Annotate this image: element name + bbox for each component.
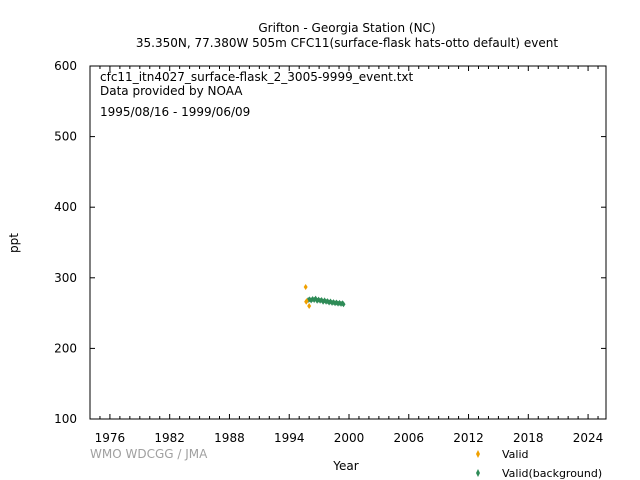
x-tick-label: 2012 (453, 431, 484, 445)
x-tick-label: 2024 (573, 431, 604, 445)
point-valid (303, 283, 308, 290)
y-tick-label: 100 (54, 412, 77, 426)
annotation-date-range: 1995/08/16 - 1999/06/09 (100, 105, 250, 119)
y-axis: 100 200 300 400 500 600 (54, 59, 606, 426)
x-tick-label: 1994 (274, 431, 305, 445)
point-valid-background (341, 301, 346, 308)
y-tick-label: 500 (54, 130, 77, 144)
plot-frame (89, 65, 607, 420)
x-tick-label: 1988 (214, 431, 245, 445)
x-tick-label: 1976 (95, 431, 126, 445)
legend-label-valid-background: Valid(background) (502, 467, 602, 480)
point-valid (304, 298, 309, 305)
watermark: WMO WDCGG / JMA (90, 447, 208, 461)
chart-subtitle: 35.350N, 77.380W 505m CFC11(surface-flas… (136, 36, 558, 50)
y-tick-label: 400 (54, 200, 77, 214)
x-tick-label: 1982 (154, 431, 185, 445)
x-tick-label: 2006 (393, 431, 424, 445)
y-tick-label: 200 (54, 341, 77, 355)
y-tick-label: 300 (54, 271, 77, 285)
chart-title: Grifton - Georgia Station (NC) (258, 21, 435, 35)
annotation-provider: Data provided by NOAA (100, 84, 243, 98)
point-valid (307, 303, 312, 310)
annotation-filename: cfc11_itn4027_surface-flask_2_3005-9999_… (100, 70, 414, 84)
data-points (303, 283, 346, 310)
legend: Valid Valid(background) (476, 448, 602, 480)
y-axis-label: ppt (7, 233, 21, 253)
x-axis: 1976 1982 1988 1994 2000 2006 2012 2018 2024 (89, 66, 604, 445)
legend-label-valid: Valid (502, 448, 529, 461)
x-axis-label: Year (332, 459, 358, 473)
legend-marker-valid-background (476, 469, 480, 477)
legend-marker-valid (476, 450, 480, 458)
y-tick-label: 600 (54, 59, 77, 73)
x-tick-label: 2000 (334, 431, 365, 445)
x-tick-label: 2018 (513, 431, 544, 445)
